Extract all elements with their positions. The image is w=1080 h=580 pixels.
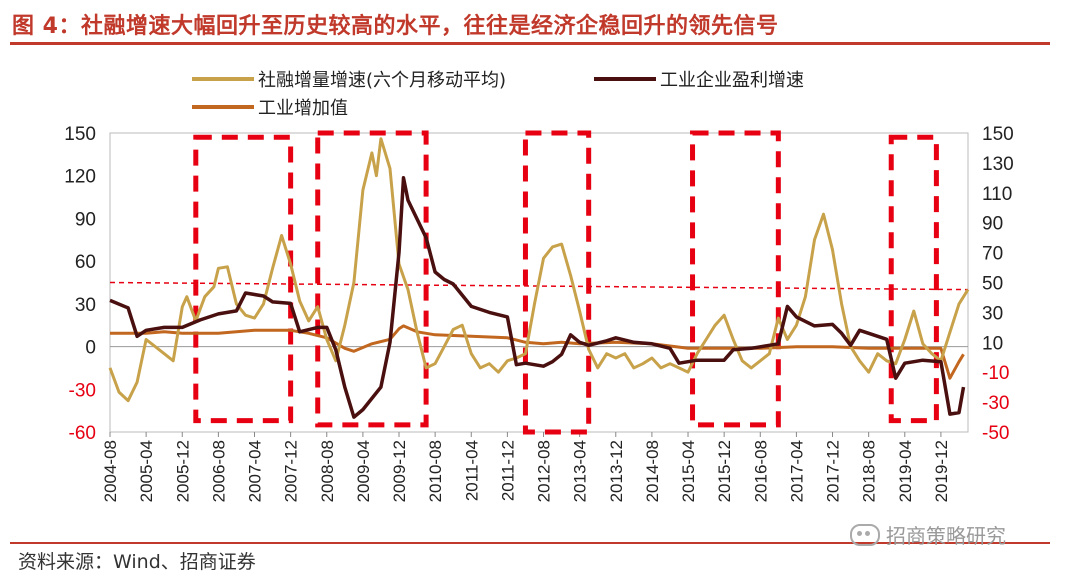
series-line-social-financing (108, 137, 970, 403)
left-y-tick-label: -60 (69, 423, 96, 444)
x-tick-label: 2011-04 (462, 440, 481, 501)
highlight-box (690, 130, 781, 428)
x-tick-label: 2017-04 (787, 440, 806, 502)
series-line-industrial-profit (109, 176, 966, 419)
bottom-rule (10, 542, 1050, 544)
x-tick-label: 2015-12 (715, 440, 734, 502)
left-y-tick-label: 60 (75, 252, 96, 273)
highlight-box (522, 130, 592, 435)
legend-swatch-industrial-value (192, 105, 254, 109)
x-tick-label: 2016-08 (751, 440, 770, 502)
legend-label-industrial-value: 工业增加值 (258, 98, 348, 119)
legend-item-industrial-profit: 工业企业盈利增速 (594, 66, 804, 92)
x-tick-label: 2018-08 (860, 440, 879, 502)
right-y-tick-label: 150 (982, 124, 1014, 145)
left-y-tick-label: 90 (75, 209, 96, 230)
right-y-tick-label: 50 (982, 274, 1003, 295)
watermark-text: 招商策略研究 (886, 524, 1006, 548)
x-tick-label: 2010-08 (426, 440, 445, 502)
legend-item-industrial-value: 工业增加值 (192, 94, 348, 120)
right-y-tick-label: -30 (982, 393, 1009, 414)
highlight-box (315, 130, 429, 428)
right-y-tick-label: 30 (982, 303, 1003, 324)
x-tick-label: 2012-08 (535, 440, 554, 502)
x-tick-label: 2017-12 (824, 440, 843, 502)
x-tick-label: 2007-04 (246, 440, 265, 502)
x-tick-label: 2006-08 (209, 440, 228, 502)
x-tick-label: 2015-04 (679, 440, 698, 502)
source-note: 资料来源：Wind、招商证券 (18, 551, 256, 573)
x-tick-label: 2013-04 (571, 440, 590, 502)
x-tick-label: 2005-04 (137, 440, 156, 502)
left-y-tick-label: 120 (64, 167, 96, 188)
left-y-tick-label: 30 (75, 295, 96, 316)
right-y-tick-label: -10 (982, 363, 1009, 384)
highlight-box (888, 134, 939, 424)
right-y-tick-label: 70 (982, 244, 1003, 265)
legend-item-social-financing: 社融增量增速(六个月移动平均) (192, 66, 506, 92)
x-tick-label: 2005-12 (173, 440, 192, 502)
right-y-tick-label: 90 (982, 214, 1003, 235)
watermark: 招商策略研究 (850, 520, 1006, 549)
chart-title: 图 4：社融增速大幅回升至历史较高的水平，往往是经济企稳回升的领先信号 (12, 14, 779, 39)
x-tick-label: 2011-12 (498, 440, 517, 501)
wechat-icon (850, 523, 880, 546)
legend-label-industrial-profit: 工业企业盈利增速 (660, 70, 804, 91)
x-tick-label: 2019-12 (932, 440, 951, 502)
x-tick-label: 2019-04 (896, 440, 915, 502)
series-line-industrial-value (110, 324, 965, 380)
left-y-tick-label: -30 (69, 380, 96, 401)
right-y-tick-label: 110 (982, 184, 1012, 205)
highlight-box (193, 134, 294, 424)
left-y-tick-label: 0 (85, 338, 96, 359)
left-y-tick-label: 150 (64, 124, 96, 145)
legend-swatch-industrial-profit (594, 77, 656, 81)
legend-swatch-social-financing (192, 77, 254, 81)
x-tick-label: 2008-08 (318, 440, 337, 502)
right-y-tick-label: 10 (982, 333, 1003, 354)
right-y-tick-label: 130 (982, 154, 1014, 175)
x-tick-label: 2007-12 (282, 440, 301, 502)
right-y-tick-label: -50 (982, 423, 1009, 444)
x-tick-label: 2013-12 (607, 440, 626, 502)
x-tick-label: 2009-04 (354, 440, 373, 502)
legend-label-social-financing: 社融增量增速(六个月移动平均) (258, 70, 507, 91)
trend-line (109, 281, 969, 291)
x-tick-label: 2014-08 (643, 440, 662, 502)
title-rule (10, 42, 1050, 45)
x-tick-label: 2009-12 (390, 440, 409, 502)
x-tick-label: 2004-08 (101, 440, 120, 502)
